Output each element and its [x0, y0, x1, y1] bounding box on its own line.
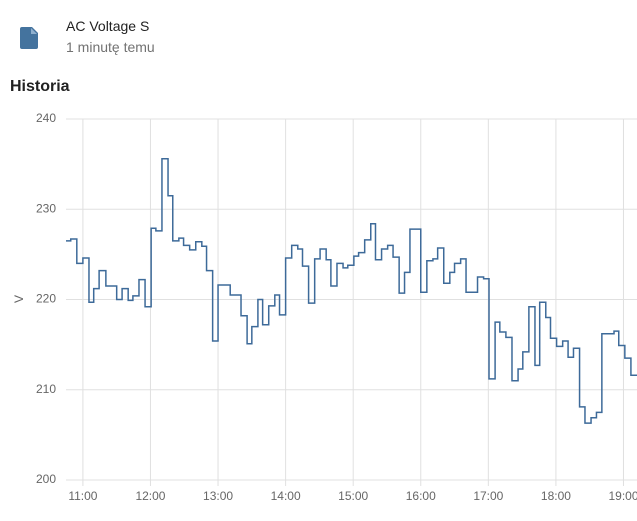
y-tick-label: 210 [36, 382, 56, 396]
y-tick-label: 230 [36, 201, 56, 215]
y-axis-label: V [12, 295, 26, 303]
section-title: Historia [10, 78, 70, 95]
entity-icon [20, 27, 38, 49]
x-tick-label: 16:00 [406, 489, 436, 503]
x-tick-label: 11:00 [68, 489, 97, 503]
x-tick-label: 12:00 [135, 489, 165, 503]
y-tick-label: 200 [36, 472, 56, 486]
x-tick-label: 18:00 [541, 489, 571, 503]
series-line [66, 157, 637, 424]
y-tick-label: 240 [36, 111, 56, 125]
x-tick-label: 13:00 [203, 489, 233, 503]
x-tick-label: 14:00 [271, 489, 301, 503]
x-tick-label: 19:00 [608, 489, 637, 503]
last-changed: 1 minutę temu [66, 39, 155, 55]
x-tick-label: 17:00 [473, 489, 503, 503]
x-tick-label: 15:00 [338, 489, 368, 503]
y-tick-label: 220 [36, 292, 56, 306]
entity-name[interactable]: AC Voltage S [66, 18, 150, 34]
